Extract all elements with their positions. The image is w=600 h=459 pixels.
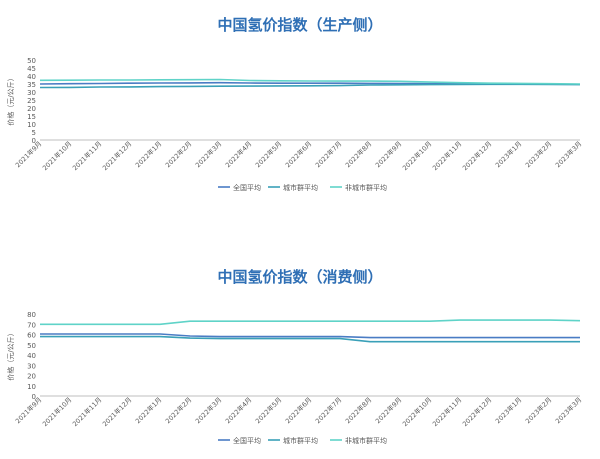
- y-tick-label: 15: [27, 113, 36, 121]
- series-line-2: [40, 335, 580, 343]
- series-line-3: [39, 78, 581, 85]
- x-tick-label: 2023年3月: [553, 139, 583, 169]
- x-tick-label: 2022年7月: [313, 139, 343, 169]
- x-tick-label: 2022年1月: [133, 139, 163, 169]
- y-tick-label: 30: [27, 89, 36, 97]
- x-tick-label: 2022年2月: [163, 139, 193, 169]
- series-line-3: [40, 319, 581, 326]
- y-tick-label: 20: [27, 373, 36, 381]
- legend-label: 全国平均: [233, 436, 261, 445]
- legend-label: 全国平均: [233, 183, 261, 192]
- x-tick-label: 2022年1月: [133, 395, 163, 425]
- x-tick-label: 2022年4月: [223, 139, 253, 169]
- x-tick-label: 2022年9月: [373, 395, 403, 425]
- y-tick-label: 0: [32, 137, 36, 145]
- series-line-2: [39, 83, 581, 89]
- x-tick-label: 2022年12月: [460, 139, 493, 172]
- legend-label: 城市群平均: [283, 183, 318, 192]
- legend-label: 城市群平均: [283, 436, 318, 445]
- x-tick-label: 2022年5月: [253, 139, 283, 169]
- y-tick-label: 0: [32, 393, 36, 401]
- y-tick-label: 30: [27, 362, 36, 370]
- y-tick-label: 60: [27, 332, 36, 340]
- x-tick-label: 2021年10月: [40, 139, 73, 172]
- x-tick-label: 2021年12月: [100, 395, 133, 428]
- y-tick-label: 45: [27, 65, 36, 73]
- y-tick-label: 40: [27, 73, 36, 81]
- x-tick-label: 2022年10月: [400, 139, 433, 172]
- x-tick-label: 2022年11月: [430, 395, 463, 428]
- x-tick-label: 2021年9月: [13, 139, 43, 169]
- x-tick-label: 2022年8月: [343, 395, 373, 425]
- y-tick-label: 80: [27, 311, 36, 319]
- chart-title: 中国氢价指数（消费侧）: [217, 268, 383, 286]
- consumption-chart: 0 10 20 30 40 50 60 70 80 价格（元/公斤） 2021年9月2021年10月…: [6, 311, 583, 445]
- x-tick-label: 2022年7月: [313, 395, 343, 425]
- y-tick-label: 50: [27, 342, 36, 350]
- x-tick-label: 2023年2月: [523, 139, 553, 169]
- x-tick-label: 2022年6月: [283, 395, 313, 425]
- x-tick-label: 2021年12月: [100, 139, 133, 172]
- x-tick-label: 2023年1月: [493, 139, 523, 169]
- x-tick-label: 2022年9月: [373, 139, 403, 169]
- y-tick-label: 70: [27, 321, 36, 329]
- x-tick-label: 2022年6月: [283, 139, 313, 169]
- y-tick-label: 35: [27, 81, 36, 89]
- x-tick-label: 2023年3月: [553, 395, 583, 425]
- consumption-chart-panel: 中国氢价指数（消费侧） 0 10 20 30 40 50 60 70 80 价格（元/公斤） 202…: [0, 230, 600, 459]
- x-tick-label: 2022年5月: [253, 395, 283, 425]
- x-tick-label: 2021年10月: [40, 395, 73, 428]
- x-tick-label: 2021年9月: [13, 395, 43, 425]
- x-tick-label: 2022年3月: [193, 139, 223, 169]
- x-tick-label: 2022年2月: [163, 395, 193, 425]
- chart-title: 中国氢价指数（生产侧）: [217, 16, 383, 34]
- x-tick-label: 2022年11月: [430, 139, 463, 172]
- x-tick-label: 2022年12月: [460, 395, 493, 428]
- y-tick-label: 50: [27, 57, 36, 65]
- legend-label: 非城市群平均: [345, 183, 387, 192]
- x-tick-label: 2022年8月: [343, 139, 373, 169]
- series-line-1: [40, 333, 580, 339]
- y-tick-label: 40: [27, 352, 36, 360]
- y-tick-label: 10: [27, 121, 36, 129]
- x-tick-label: 2023年1月: [493, 395, 523, 425]
- x-tick-label: 2022年10月: [400, 395, 433, 428]
- x-tick-label: 2022年4月: [223, 395, 253, 425]
- y-axis-label: 价格（元/公斤）: [6, 74, 15, 125]
- production-chart: 05101520253035404550价格（元/公斤）2021年9月2021年…: [6, 57, 583, 192]
- y-tick-label: 10: [27, 383, 36, 391]
- x-tick-label: 2022年3月: [193, 395, 223, 425]
- y-tick-label: 20: [27, 105, 36, 113]
- x-tick-label: 2023年2月: [523, 395, 553, 425]
- y-tick-label: 5: [32, 129, 36, 137]
- y-axis-label: 价格（元/公斤）: [6, 329, 15, 380]
- y-tick-label: 25: [27, 97, 36, 105]
- x-tick-label: 2021年11月: [70, 139, 103, 172]
- x-tick-label: 2021年11月: [70, 395, 103, 428]
- legend-label: 非城市群平均: [345, 436, 387, 445]
- production-chart-panel: 中国氢价指数（生产侧） 0 5 10 15 20 25 30 35 40 45 50 价格（元/公斤）…: [6, 16, 583, 192]
